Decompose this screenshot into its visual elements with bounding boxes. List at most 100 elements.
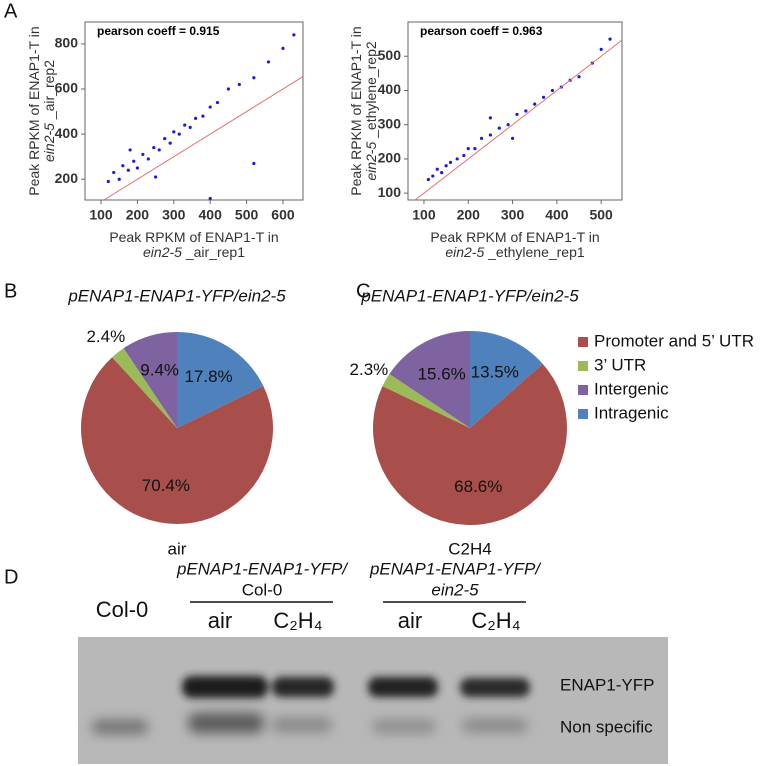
point [141,152,145,157]
plot-area [84,21,304,201]
point [455,157,459,161]
point [435,167,439,171]
pie-slice [80,357,273,524]
point [201,114,205,118]
legend-swatch [578,361,588,371]
group-label: Col-0 [242,580,283,599]
axis-label-text: ein2-5 _air_rep2 [41,60,57,162]
point [448,160,453,164]
blot-image [78,637,668,764]
y-tick-label: 300 [378,115,402,131]
axis-label-line: Peak RPKM of ENAP1-T in [430,229,599,245]
slice-label: 9.4% [140,361,179,380]
axis-label-line: Peak RPKM of ENAP1-T in [348,26,364,195]
point [152,146,156,150]
point [431,174,435,178]
pie-slice [177,332,264,428]
group-label: pENAP1-ENAP1-YFP/ [176,559,349,578]
points [106,33,296,201]
x-tick-label: 200 [126,207,150,223]
axis-label-line: Peak RPKM of ENAP1-T in [109,229,278,245]
point [112,170,116,175]
band [368,677,438,697]
lane-label: Col-0 [96,597,149,622]
point [194,116,198,120]
point [506,123,510,127]
pie-slice [373,363,567,525]
slice-label: 15.6% [418,364,466,383]
point [440,171,444,175]
band [460,678,530,697]
point [208,196,212,201]
point [132,159,136,163]
legend-label: 3’ UTR [594,355,646,374]
bands-lower [92,713,528,734]
pie-xlabel: air [168,539,187,558]
point [135,166,140,170]
slice-label: 13.5% [471,363,519,382]
axis-label-italic: ein2-5 [143,244,182,260]
panel-label: D [4,566,18,588]
point [215,100,220,105]
point [444,164,448,168]
point [488,116,493,120]
point [121,164,125,168]
axis-label-rest: _ethylene_rep2 [363,41,379,142]
pie-slice [389,331,470,428]
axis-label-text: Peak RPKM of ENAP1-T in [109,229,278,245]
slice-label: 17.8% [184,367,232,386]
y-tick-label: 200 [55,170,79,186]
legend-swatch [578,337,588,347]
y-label: Peak RPKM of ENAP1-T in ein2-5 _air_rep2 [26,26,57,195]
band [272,677,334,697]
point [252,76,256,80]
axis-label-italic: ein2-5 [445,244,484,260]
axis-label-text: ein2-5 _ethylene_rep1 [445,244,585,260]
point [106,179,110,184]
axis-label-italic: ein2-5 [363,142,379,181]
x-tick-label: 500 [589,207,613,223]
y-tick-label: 600 [55,80,79,96]
point [292,33,296,37]
point [252,161,256,166]
y-tick-label: 200 [378,150,402,166]
pie-slice [382,373,470,428]
point [154,175,158,179]
axis-label-rest: _ethylene_rep1 [484,244,585,260]
x-tick-label: 100 [89,207,113,223]
point [515,112,519,117]
point [157,148,161,152]
diagonal-line [414,39,623,201]
axis-label-rest: _air_rep1 [182,244,245,260]
annotation: pearson coeff = 0.915 [97,24,220,38]
axis-label-text: ein2-5 _ethylene_rep2 [363,41,379,181]
pie-slice [470,331,543,428]
x-tick-label: 400 [545,207,569,223]
legend-label: Promoter and 5’ UTR [594,331,754,350]
point [177,132,181,136]
x-tick-label: 500 [235,207,259,223]
pie-slice [123,332,177,428]
point [488,133,493,137]
legend-swatch [578,385,588,395]
y-tick-label: 800 [55,35,79,51]
x-tick-label: 300 [162,207,186,223]
y-tick-label: 100 [378,184,402,200]
band [462,719,528,732]
band-label: ENAP1-YFP [560,675,654,694]
band [188,713,264,733]
y-tick-label: 400 [55,125,79,141]
point [533,102,537,106]
point [168,141,172,145]
y-label: Peak RPKM of ENAP1-T in ein2-5 _ethylene_… [348,26,379,195]
group-label: pENAP1-ENAP1-YFP/ [369,559,542,578]
annotation: pearson coeff = 0.963 [420,24,543,38]
legend-swatch [578,409,588,419]
x-tick-label: 300 [501,207,525,223]
x-tick-label: 400 [199,207,223,223]
axis-label-rest: _air_rep2 [41,60,57,123]
point [466,147,470,151]
band [272,718,332,732]
point [479,136,484,140]
